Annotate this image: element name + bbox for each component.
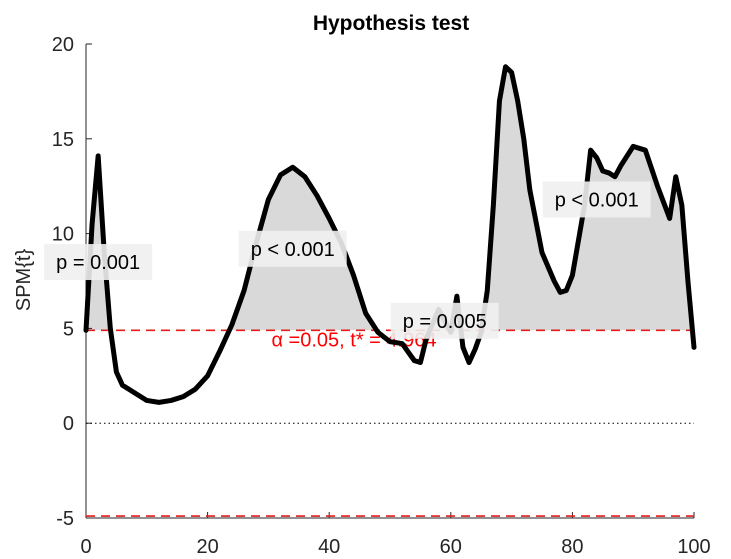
p-value-box <box>390 302 499 339</box>
x-tick-label: 100 <box>677 536 710 558</box>
y-tick-label: 0 <box>63 413 74 435</box>
p-value-box <box>238 230 347 267</box>
y-axis-label: SPM{t} <box>13 249 35 312</box>
p-value-label: p = 0.005 <box>403 311 487 333</box>
suprathreshold-fill <box>86 66 693 331</box>
p-value-label: p = 0.001 <box>56 252 140 274</box>
y-tick-label: 20 <box>52 34 74 56</box>
p-value-label: p < 0.001 <box>251 239 335 261</box>
x-tick-label: 20 <box>196 536 218 558</box>
x-tick-label: 80 <box>561 536 583 558</box>
y-tick-label: 15 <box>52 129 74 151</box>
chart-title: Hypothesis test <box>313 12 469 35</box>
p-value-box <box>542 181 651 218</box>
y-tick-label: -5 <box>56 508 74 530</box>
y-tick-label: 5 <box>63 318 74 340</box>
x-tick-label: 40 <box>318 536 340 558</box>
y-tick-label: 10 <box>52 224 74 246</box>
p-value-label: p < 0.001 <box>555 189 639 211</box>
x-tick-label: 0 <box>80 536 91 558</box>
p-value-box <box>44 244 153 281</box>
x-tick-label: 60 <box>440 536 462 558</box>
